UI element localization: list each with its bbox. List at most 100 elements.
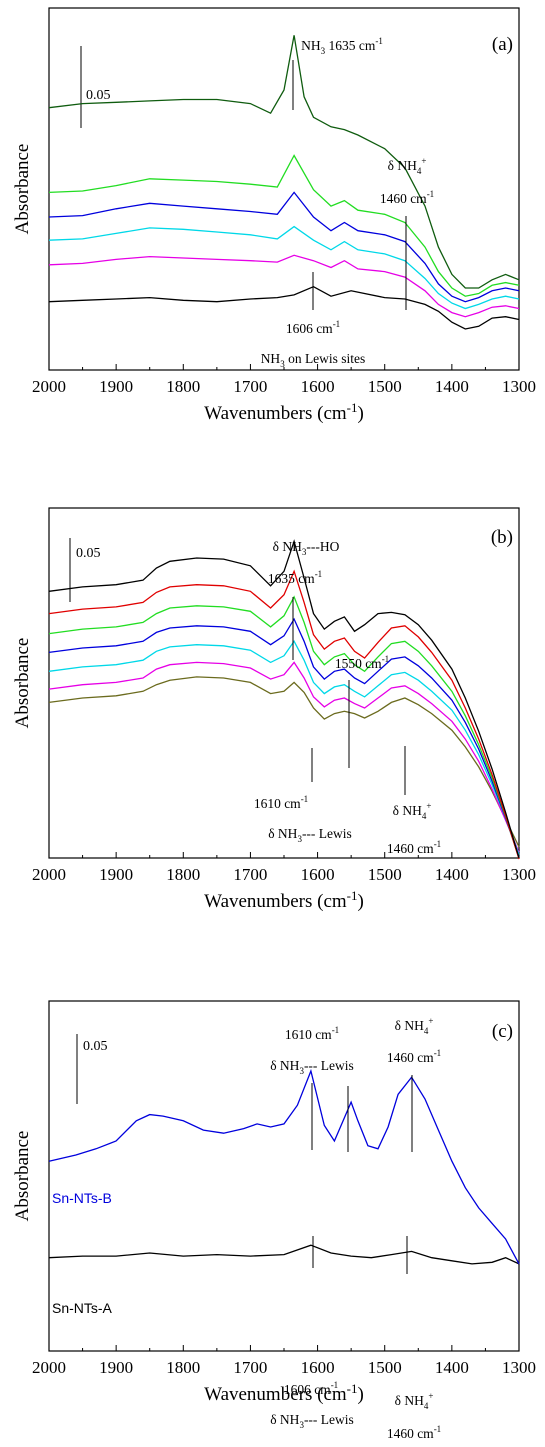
series-line-2 <box>48 640 520 855</box>
x-tick-label: 1900 <box>99 377 133 396</box>
x-tick-label: 1700 <box>233 865 267 884</box>
peak-annotation-part: 4 <box>424 1401 429 1411</box>
peak-annotation-part: + <box>428 1016 433 1026</box>
peak-annotation-part: 1550 cm <box>335 656 382 671</box>
peak-annotation-part: -1 <box>331 1380 339 1390</box>
peak-annotation: δ NH3--- Lewis <box>270 1412 354 1430</box>
x-tick-label: 1900 <box>99 865 133 884</box>
x-tick-label: 1300 <box>502 1358 536 1377</box>
series-label: Sn-NTs-B <box>52 1190 112 1206</box>
peak-annotation: 1606 cm-1 <box>284 1380 338 1397</box>
chart-panel-b: 2000 1900 1800 1700 1600 1500 1400 1300 Wavenumb… <box>12 507 536 912</box>
peak-annotation: δ NH4+ <box>393 801 432 821</box>
x-axis-title-sup: -1 <box>347 400 358 415</box>
peak-annotation-part: δ NH <box>268 826 297 841</box>
x-tick-label: 2000 <box>32 865 66 884</box>
peak-annotation-part: δ NH <box>388 158 417 173</box>
peak-annotation-part: 3 <box>280 359 285 369</box>
x-tick-label: 1900 <box>99 1358 133 1377</box>
peak-annotation: 1460 cm-1 <box>387 1424 441 1441</box>
y-axis-title: Absorbance <box>12 638 33 729</box>
peak-annotation-part: δ NH <box>395 1393 424 1408</box>
x-tick-label: 1800 <box>166 865 200 884</box>
x-tick-label: 1400 <box>435 377 469 396</box>
peak-annotation-part: NH <box>301 38 321 53</box>
peak-annotation-part: --- Lewis <box>304 1058 354 1073</box>
series-line-5 <box>48 569 520 860</box>
peak-annotation-part: 1460 cm <box>380 191 427 206</box>
series-line-sn-nts-a <box>48 1244 520 1265</box>
x-axis-title: Wavenumbers (cm-1) <box>204 888 364 912</box>
peak-annotation: NH3 on Lewis sites <box>261 351 366 369</box>
x-tick-label: 1300 <box>502 377 536 396</box>
peak-annotation-part: ---HO <box>306 539 339 554</box>
peak-annotation-part: 1635 cm <box>268 571 315 586</box>
panel-label: (c) <box>492 1021 513 1042</box>
peak-annotation-part: on Lewis sites <box>285 351 366 366</box>
x-tick-label: 1400 <box>435 1358 469 1377</box>
peak-annotation: 1550 cm-1 <box>335 654 389 671</box>
peak-annotation: δ NH4+ <box>395 1016 434 1036</box>
series-line-sn-nts-b <box>48 1068 520 1265</box>
panel-label: (b) <box>491 527 513 548</box>
y-axis-title: Absorbance <box>12 1131 33 1222</box>
x-axis-title-main: Wavenumbers (cm <box>204 891 347 912</box>
x-tick-label: 1800 <box>166 377 200 396</box>
peak-annotation-part: -1 <box>427 189 435 199</box>
x-axis-title-main: Wavenumbers (cm <box>204 403 347 424</box>
x-axis-title: Wavenumbers (cm-1) <box>204 400 364 424</box>
peak-annotation-part: δ NH <box>395 1018 424 1033</box>
scale-bar-label: 0.05 <box>86 88 111 103</box>
peak-annotation-part: 4 <box>424 1026 429 1036</box>
peak-annotation-part: 3 <box>302 547 307 557</box>
peak-annotation-part: 1460 cm <box>387 841 434 856</box>
series-line-3 <box>48 617 520 858</box>
peak-annotation-part: --- Lewis <box>304 1412 354 1427</box>
x-axis-title-main: Wavenumbers (cm <box>204 1384 347 1405</box>
x-axis-title-sup: -1 <box>347 1381 358 1396</box>
peak-annotation: 1635 cm-1 <box>268 569 322 586</box>
peak-annotation-part: 4 <box>422 811 427 821</box>
peak-annotation-part: + <box>421 156 426 166</box>
series-line-1 <box>48 254 520 318</box>
peak-annotation: δ NH3--- Lewis <box>268 826 352 844</box>
peak-annotation-part: δ NH <box>270 1412 299 1427</box>
x-tick-label: 1500 <box>368 865 402 884</box>
x-tick-label: 1600 <box>301 1358 335 1377</box>
peak-annotation-part: 3 <box>297 834 302 844</box>
series-line-0 <box>48 676 520 848</box>
scale-bar-label: 0.05 <box>83 1039 108 1054</box>
peak-annotation-part: -1 <box>301 794 309 804</box>
peak-annotation-part: 3 <box>321 46 326 56</box>
panel-label: (a) <box>492 34 513 55</box>
series-line-6 <box>48 539 520 859</box>
x-tick-label: 1300 <box>502 865 536 884</box>
x-tick-label: 1600 <box>301 377 335 396</box>
peak-annotation-part: 1460 cm <box>387 1426 434 1441</box>
x-tick-label: 1700 <box>233 377 267 396</box>
peak-annotation-part: NH <box>261 351 281 366</box>
peak-annotation: 1610 cm-1 <box>254 794 308 811</box>
peak-annotation-part: 1635 cm <box>325 38 376 53</box>
peak-annotation: 1460 cm-1 <box>380 189 434 206</box>
x-axis-title: Wavenumbers (cm-1) <box>204 1381 364 1405</box>
series-line-1 <box>48 661 520 853</box>
peak-annotation: 1610 cm-1 <box>285 1025 339 1042</box>
peak-annotation-part: 1460 cm <box>387 1050 434 1065</box>
peak-annotation-part: -1 <box>434 1424 442 1434</box>
series-line-4 <box>48 154 520 297</box>
peak-annotation: 1606 cm-1 <box>286 319 340 336</box>
peak-annotation-part: 1606 cm <box>286 321 333 336</box>
peak-annotation-part: 1610 cm <box>254 796 301 811</box>
x-axis-title-close: ) <box>358 403 364 424</box>
x-tick-label: 1400 <box>435 865 469 884</box>
peak-annotation: 1460 cm-1 <box>387 1048 441 1065</box>
x-tick-label: 1500 <box>368 377 402 396</box>
series-label: Sn-NTs-A <box>52 1300 113 1316</box>
scale-bar-label: 0.05 <box>76 546 101 561</box>
peak-annotation-part: δ NH <box>393 803 422 818</box>
peak-annotation-part: -1 <box>434 1048 442 1058</box>
series-line-3 <box>48 191 520 303</box>
peak-annotation: δ NH4+ <box>388 156 427 176</box>
peak-annotation-part: δ NH <box>270 1058 299 1073</box>
